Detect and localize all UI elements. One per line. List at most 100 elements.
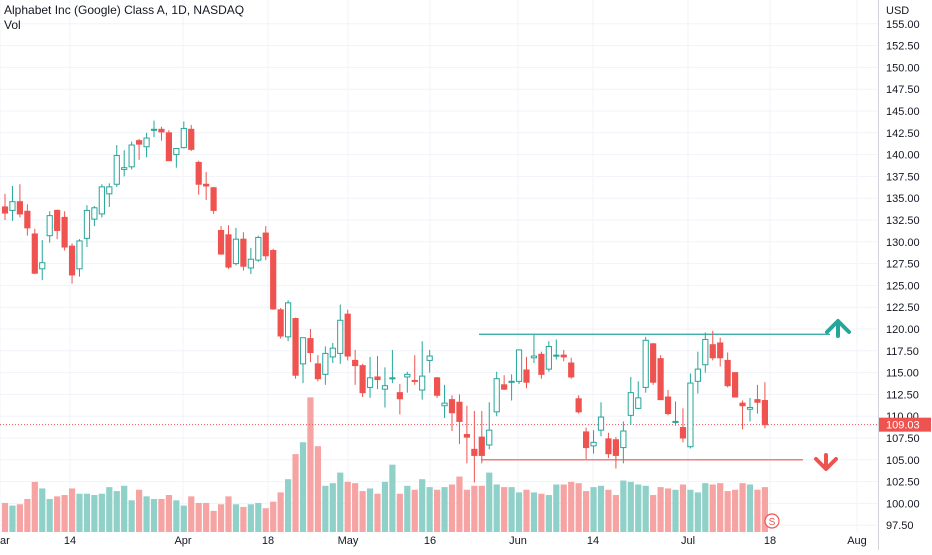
candle[interactable] bbox=[724, 352, 731, 388]
candle[interactable] bbox=[523, 356, 530, 389]
candle[interactable] bbox=[635, 381, 642, 410]
candle[interactable] bbox=[106, 183, 113, 207]
candle[interactable] bbox=[262, 226, 269, 261]
candle[interactable] bbox=[411, 355, 418, 385]
candle[interactable] bbox=[739, 400, 746, 430]
candle[interactable] bbox=[419, 341, 426, 400]
candle[interactable] bbox=[590, 430, 597, 454]
candle[interactable] bbox=[657, 355, 664, 401]
candle[interactable] bbox=[627, 376, 634, 425]
candle[interactable] bbox=[16, 184, 23, 218]
candle[interactable] bbox=[754, 384, 761, 414]
candle[interactable] bbox=[217, 226, 225, 255]
candle[interactable] bbox=[605, 432, 612, 459]
candle[interactable] bbox=[508, 374, 515, 401]
candle[interactable] bbox=[225, 225, 232, 269]
candle[interactable] bbox=[664, 390, 672, 416]
candle[interactable] bbox=[501, 375, 508, 391]
candle[interactable] bbox=[702, 332, 709, 373]
candle[interactable] bbox=[471, 410, 478, 483]
candle[interactable] bbox=[761, 382, 768, 429]
candle[interactable] bbox=[620, 421, 627, 464]
candle[interactable] bbox=[158, 126, 165, 141]
candle[interactable] bbox=[344, 309, 351, 361]
candle[interactable] bbox=[746, 397, 754, 422]
candle[interactable] bbox=[113, 145, 120, 187]
candle[interactable] bbox=[270, 248, 277, 310]
candle[interactable] bbox=[31, 228, 38, 275]
candle[interactable] bbox=[91, 206, 98, 227]
candle[interactable] bbox=[285, 300, 292, 342]
candle[interactable] bbox=[583, 427, 590, 459]
candle[interactable] bbox=[456, 394, 463, 445]
candle[interactable] bbox=[642, 336, 649, 393]
candle[interactable] bbox=[46, 211, 53, 243]
candle[interactable] bbox=[374, 356, 381, 390]
candle[interactable] bbox=[68, 243, 76, 284]
candle[interactable] bbox=[232, 227, 240, 266]
candle[interactable] bbox=[478, 410, 485, 464]
candle[interactable] bbox=[709, 330, 716, 361]
candle[interactable] bbox=[352, 349, 359, 385]
candle[interactable] bbox=[515, 349, 523, 384]
candle[interactable] bbox=[463, 405, 470, 464]
candle[interactable] bbox=[672, 401, 679, 426]
candle[interactable] bbox=[404, 371, 411, 393]
candle[interactable] bbox=[575, 395, 582, 414]
candle[interactable] bbox=[128, 141, 135, 170]
candle[interactable] bbox=[337, 304, 344, 364]
candle[interactable] bbox=[173, 147, 180, 168]
candle[interactable] bbox=[210, 186, 217, 214]
candle[interactable] bbox=[322, 346, 329, 385]
candle[interactable] bbox=[39, 240, 46, 281]
candle[interactable] bbox=[530, 334, 538, 364]
candle[interactable] bbox=[650, 342, 657, 385]
candle[interactable] bbox=[545, 341, 552, 372]
candle[interactable] bbox=[121, 150, 128, 177]
candle[interactable] bbox=[307, 329, 314, 363]
candle[interactable] bbox=[538, 351, 545, 379]
candle[interactable] bbox=[203, 172, 210, 200]
candle[interactable] bbox=[195, 160, 202, 195]
s-marker-icon[interactable]: S bbox=[764, 513, 780, 529]
candle[interactable] bbox=[426, 349, 433, 373]
candle[interactable] bbox=[568, 357, 575, 379]
candle[interactable] bbox=[24, 204, 31, 236]
candle[interactable] bbox=[180, 121, 187, 149]
candle[interactable] bbox=[687, 373, 694, 449]
candle[interactable] bbox=[61, 211, 68, 251]
candle[interactable] bbox=[83, 205, 91, 248]
candle[interactable] bbox=[560, 349, 567, 362]
candle[interactable] bbox=[717, 337, 724, 367]
candle[interactable] bbox=[98, 184, 105, 218]
candle[interactable] bbox=[292, 317, 299, 379]
candle[interactable] bbox=[277, 308, 284, 339]
candle[interactable] bbox=[612, 437, 619, 469]
candle[interactable] bbox=[366, 356, 374, 398]
candle[interactable] bbox=[381, 367, 389, 408]
candle[interactable] bbox=[255, 235, 262, 262]
candle[interactable] bbox=[486, 402, 493, 450]
candle[interactable] bbox=[389, 349, 396, 384]
candle[interactable] bbox=[396, 383, 403, 415]
candle[interactable] bbox=[434, 376, 441, 398]
candle[interactable] bbox=[54, 209, 61, 240]
candle[interactable] bbox=[553, 339, 560, 360]
candle[interactable] bbox=[1, 193, 9, 220]
candle[interactable] bbox=[143, 132, 150, 158]
candle[interactable] bbox=[9, 185, 16, 221]
candle[interactable] bbox=[314, 355, 321, 382]
candle[interactable] bbox=[150, 120, 158, 138]
candle[interactable] bbox=[597, 402, 605, 437]
candle[interactable] bbox=[448, 395, 456, 432]
candle[interactable] bbox=[694, 351, 701, 394]
candle[interactable] bbox=[76, 239, 83, 277]
candle[interactable] bbox=[299, 337, 307, 384]
candle[interactable] bbox=[240, 232, 247, 271]
candle[interactable] bbox=[493, 371, 500, 417]
candle[interactable] bbox=[359, 363, 366, 398]
candle[interactable] bbox=[732, 372, 739, 398]
candle[interactable] bbox=[165, 130, 173, 162]
